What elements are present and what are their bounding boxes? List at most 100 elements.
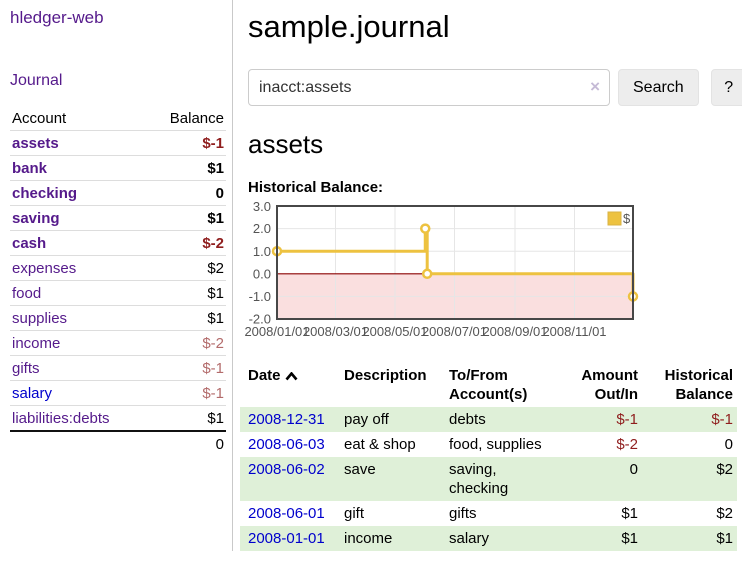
svg-text:0.0: 0.0 <box>253 266 271 281</box>
account-link-supplies[interactable]: supplies <box>12 309 68 327</box>
clear-search-icon[interactable]: × <box>590 77 600 96</box>
account-link-checking[interactable]: checking <box>12 184 78 202</box>
transaction-description: eat & shop <box>344 436 416 453</box>
transaction-balance: $1 <box>642 526 737 551</box>
account-link-income[interactable]: income <box>12 334 61 352</box>
app-window: hledger-web Journal Account Balance asse… <box>0 0 742 551</box>
register-row: 2008-06-02 save saving, checking 0 $2 <box>240 457 737 501</box>
account-row-gifts: gifts $-1 <box>10 355 226 381</box>
transaction-date-link[interactable]: 2008-06-01 <box>248 505 325 522</box>
register-table: Date Description To/From Account(s) Amou… <box>240 363 737 551</box>
transaction-accounts: gifts <box>449 505 477 522</box>
transaction-date-link[interactable]: 2008-06-02 <box>248 461 325 478</box>
account-row-salary: salary $-1 <box>10 380 226 406</box>
account-row-saving: saving $1 <box>10 205 226 231</box>
register-row: 2008-12-31 pay off debts $-1 $-1 <box>240 407 737 432</box>
search-input-wrap: × <box>248 69 610 106</box>
account-balance: $2 <box>147 255 226 281</box>
account-balance: $-1 <box>147 380 226 406</box>
sort-asc-icon <box>285 367 298 386</box>
transaction-amount: $-2 <box>616 436 638 453</box>
account-link-saving[interactable]: saving <box>12 209 60 227</box>
account-balance: $1 <box>147 280 226 306</box>
sidebar: hledger-web Journal Account Balance asse… <box>0 0 233 551</box>
svg-text:2008/11/01: 2008/11/01 <box>542 324 606 339</box>
svg-text:2008/05/01: 2008/05/01 <box>362 324 427 339</box>
page-title: sample.journal <box>248 9 450 44</box>
transaction-description: gift <box>344 505 365 522</box>
search-form: × Search ? <box>248 69 742 106</box>
svg-text:2.0: 2.0 <box>253 221 271 236</box>
chart-title: Historical Balance: <box>248 179 384 196</box>
accounts-total-row: 0 <box>10 430 226 456</box>
transaction-amount: 0 <box>560 457 642 501</box>
account-row-checking: checking 0 <box>10 180 226 206</box>
svg-text:2008/07/01: 2008/07/01 <box>422 324 487 339</box>
data-point-marker[interactable] <box>420 223 431 234</box>
account-balance: 0 <box>147 180 226 206</box>
transaction-accounts: salary <box>445 526 560 551</box>
account-balance: $-1 <box>202 134 224 152</box>
register-row: 2008-06-03 eat & shop food, supplies $-2… <box>240 432 737 457</box>
account-heading: assets <box>248 129 324 159</box>
account-link-salary[interactable]: salary <box>12 384 53 402</box>
account-row-supplies: supplies $1 <box>10 305 226 331</box>
account-row-liabilities-debts: liabilities:debts $1 <box>10 405 226 431</box>
transaction-accounts: saving, checking <box>445 457 560 501</box>
search-input[interactable] <box>248 69 610 106</box>
transaction-balance: $2 <box>716 505 733 522</box>
svg-text:2008/03/01: 2008/03/01 <box>303 324 368 339</box>
transaction-balance: $-1 <box>642 407 737 432</box>
legend-swatch <box>607 211 622 226</box>
account-balance: $-2 <box>147 230 226 256</box>
register-header-row: Date Description To/From Account(s) Amou… <box>240 363 737 407</box>
transaction-description: income <box>340 526 445 551</box>
account-link-bank[interactable]: bank <box>12 159 48 177</box>
account-link-liabilities-debts[interactable]: liabilities:debts <box>12 409 110 427</box>
chart-border <box>276 205 634 320</box>
legend-label: $ <box>623 211 631 226</box>
account-link-gifts[interactable]: gifts <box>12 359 40 377</box>
transaction-accounts: debts <box>445 407 560 432</box>
account-row-income: income $-2 <box>10 330 226 356</box>
svg-text:2008/01/01: 2008/01/01 <box>244 324 309 339</box>
account-balance: $1 <box>147 155 226 181</box>
account-row-assets: assets $-1 <box>10 131 226 156</box>
register-header-description: Description <box>344 367 427 384</box>
nav-journal-link[interactable]: Journal <box>10 72 63 89</box>
svg-text:-2.0: -2.0 <box>249 312 271 327</box>
svg-text:-1.0: -1.0 <box>249 289 271 304</box>
account-link-assets[interactable]: assets <box>12 134 59 152</box>
account-balance: $1 <box>147 205 226 231</box>
transaction-date-link[interactable]: 2008-12-31 <box>248 411 325 428</box>
transaction-amount: $1 <box>560 526 642 551</box>
transaction-description: pay off <box>340 407 445 432</box>
account-link-food[interactable]: food <box>12 284 42 302</box>
brand-link[interactable]: hledger-web <box>10 8 104 27</box>
accounts-table: Account Balance assets $-1 bank $1 check… <box>10 106 226 456</box>
account-link-cash[interactable]: cash <box>12 234 47 252</box>
register-header-date[interactable]: Date <box>240 363 340 407</box>
transaction-accounts: food, supplies <box>449 436 542 453</box>
transaction-balance: $2 <box>642 457 737 501</box>
historical-balance-chart[interactable]: 3.0 2.0 1.0 0.0 -1.0 -2.0 2008/01/01 200… <box>240 202 660 347</box>
account-row-bank: bank $1 <box>10 155 226 181</box>
account-balance: $1 <box>147 405 226 431</box>
transaction-balance: 0 <box>724 436 733 453</box>
data-point-marker[interactable] <box>421 268 433 280</box>
register-row: 2008-06-01 gift gifts $1 $2 <box>240 501 737 526</box>
register-header-balance: Historical Balance <box>664 367 733 403</box>
account-row-food: food $1 <box>10 280 226 306</box>
account-balance: $-1 <box>147 355 226 381</box>
transaction-amount: $-1 <box>560 407 642 432</box>
help-button[interactable]: ? <box>710 69 742 106</box>
search-button[interactable]: Search <box>618 69 699 106</box>
x-axis-labels: 2008/01/01 2008/03/01 2008/05/01 2008/07… <box>244 324 606 339</box>
transaction-date-link[interactable]: 2008-06-03 <box>248 436 325 453</box>
account-link-expenses[interactable]: expenses <box>12 259 77 277</box>
register-header-amount: Amount Out/In <box>581 367 638 403</box>
y-axis-labels: 3.0 2.0 1.0 0.0 -1.0 -2.0 <box>249 202 271 327</box>
svg-text:2008/09/01: 2008/09/01 <box>482 324 547 339</box>
transaction-date-link[interactable]: 2008-01-01 <box>248 530 325 547</box>
register-header-accounts: To/From Account(s) <box>449 367 528 403</box>
